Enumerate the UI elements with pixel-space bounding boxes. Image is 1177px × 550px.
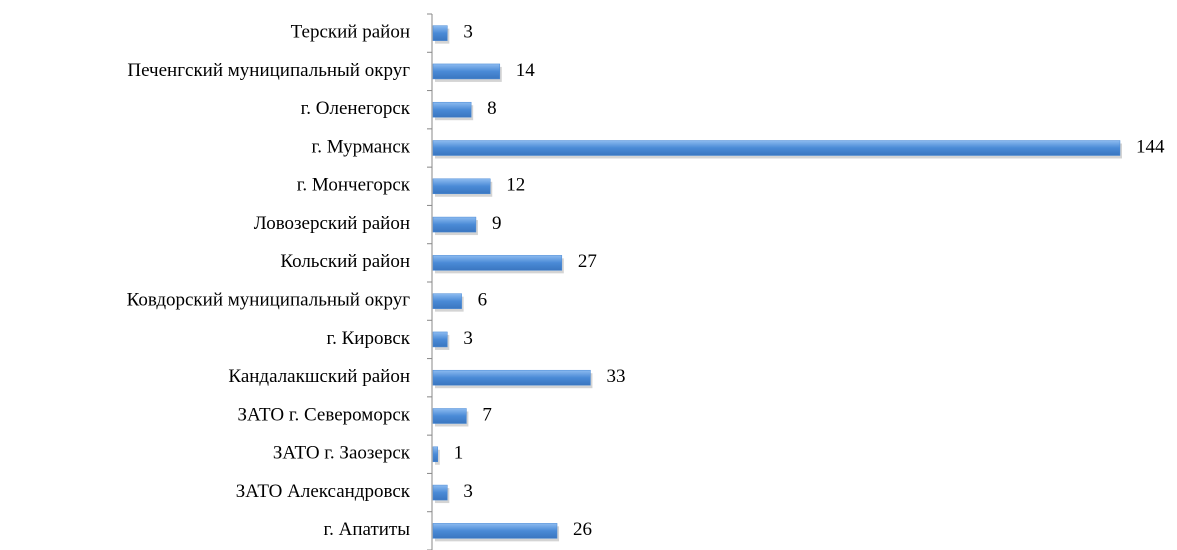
bar xyxy=(432,101,472,118)
bar xyxy=(432,484,448,501)
value-label: 12 xyxy=(506,175,525,196)
category-label: Терский район xyxy=(291,22,410,43)
category-label: г. Кировск xyxy=(326,328,410,349)
value-label: 7 xyxy=(482,404,492,425)
bar xyxy=(432,446,439,463)
category-label: Кандалакшский район xyxy=(228,366,410,387)
category-label: ЗАТО г. Заозерск xyxy=(273,443,411,464)
category-label: г. Оленегорск xyxy=(301,98,411,119)
bar xyxy=(432,178,491,195)
value-label: 27 xyxy=(578,251,597,272)
category-label: Ковдорский муниципальный округ xyxy=(127,290,411,311)
bar xyxy=(432,25,448,41)
category-label: г. Апатиты xyxy=(323,519,410,540)
bar xyxy=(432,255,563,271)
bar xyxy=(432,369,591,386)
bar xyxy=(432,293,462,309)
bar xyxy=(432,331,448,348)
value-label: 144 xyxy=(1136,136,1165,157)
value-label: 3 xyxy=(463,22,473,43)
value-label: 33 xyxy=(606,366,625,387)
category-label: г. Мончегорск xyxy=(297,175,411,196)
bar xyxy=(432,216,477,233)
category-label: г. Мурманск xyxy=(312,136,411,157)
bar xyxy=(432,523,558,539)
value-label: 9 xyxy=(492,213,502,234)
value-label: 1 xyxy=(454,443,464,464)
value-label: 3 xyxy=(463,481,473,502)
bar xyxy=(432,408,467,424)
category-label: Печенгский муниципальный округ xyxy=(127,60,410,81)
value-label: 3 xyxy=(463,328,473,349)
bar xyxy=(432,140,1121,156)
value-label: 26 xyxy=(573,519,592,540)
category-label: Кольский район xyxy=(280,251,410,272)
value-label: 6 xyxy=(478,290,488,311)
category-label: Ловозерский район xyxy=(254,213,410,234)
bar xyxy=(432,63,501,80)
value-label: 14 xyxy=(516,60,536,81)
value-label: 8 xyxy=(487,98,497,119)
category-label: ЗАТО г. Североморск xyxy=(237,404,410,425)
category-label: ЗАТО Александровск xyxy=(236,481,411,502)
